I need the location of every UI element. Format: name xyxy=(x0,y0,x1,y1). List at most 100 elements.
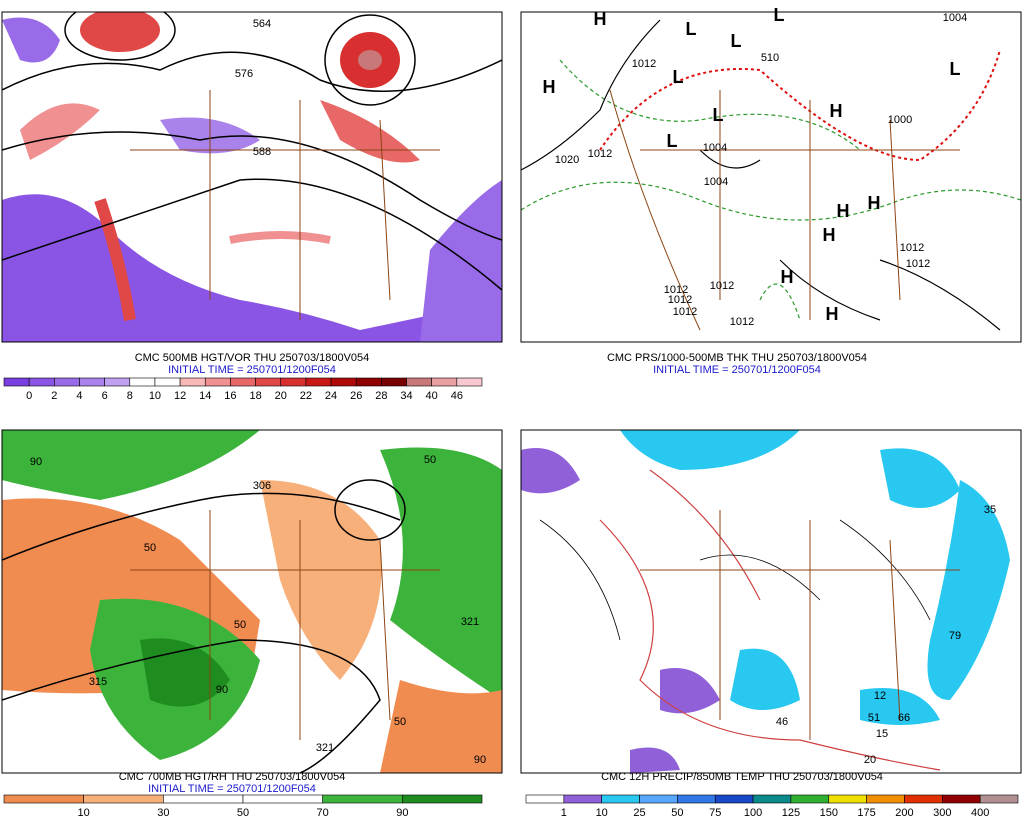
contour-label: 1020 xyxy=(555,154,579,166)
colorbar-swatch xyxy=(828,794,867,804)
colorbar-swatch xyxy=(255,377,282,387)
map-precip xyxy=(521,430,1021,773)
pressure-center: H xyxy=(837,201,850,221)
contour-label: 15 xyxy=(876,728,888,740)
pressure-center: H xyxy=(543,77,556,97)
colorbar-label: 175 xyxy=(857,807,875,819)
colorbar-label: 50 xyxy=(237,807,249,819)
contour-label: 1004 xyxy=(703,142,727,154)
pressure-center: H xyxy=(868,193,881,213)
colorbar-swatch xyxy=(525,794,565,804)
colorbar-swatch xyxy=(28,377,55,387)
colorbar-label: 26 xyxy=(350,390,362,402)
colorbar-label: 400 xyxy=(971,807,989,819)
colorbar-label: 150 xyxy=(820,807,838,819)
contour-label: 35 xyxy=(984,504,996,516)
colorbar-label: 8 xyxy=(127,390,133,402)
initial-time: INITIAL TIME = 250701/1200F054 xyxy=(168,364,336,376)
colorbar-swatch xyxy=(904,794,943,804)
contour-label: 1012 xyxy=(900,242,924,254)
pressure-center: L xyxy=(731,31,742,51)
pressure-center: L xyxy=(713,105,724,125)
contour-label: 306 xyxy=(253,480,271,492)
colorbar-label: 1 xyxy=(561,807,567,819)
contour-label: 1000 xyxy=(888,114,912,126)
colorbar-label: 200 xyxy=(895,807,913,819)
colorbar-swatch xyxy=(431,377,458,387)
colorbar-swatch xyxy=(163,794,244,804)
colorbar-swatch xyxy=(456,377,483,387)
colorbar-label: 70 xyxy=(317,807,329,819)
contour-label: 588 xyxy=(253,146,271,158)
contour-label: 1004 xyxy=(943,12,967,24)
map-humidity xyxy=(2,430,502,773)
colorbar-label: 50 xyxy=(671,807,683,819)
initial-time: INITIAL TIME = 250701/1200F054 xyxy=(653,364,821,376)
pressure-center: H xyxy=(830,101,843,121)
pressure-center: L xyxy=(774,5,785,25)
contour-label: 50 xyxy=(144,542,156,554)
map-vorticity xyxy=(2,12,502,342)
colorbar-label: 4 xyxy=(76,390,82,402)
colorbar-label: 6 xyxy=(102,390,108,402)
colorbar-swatch xyxy=(242,794,323,804)
colorbar-label: 0 xyxy=(26,390,32,402)
colorbar-swatch xyxy=(330,377,357,387)
colorbar-swatch xyxy=(714,794,754,804)
colorbar-swatch xyxy=(355,377,382,387)
colorbar-label: 40 xyxy=(426,390,438,402)
colorbar-label: 30 xyxy=(157,807,169,819)
map-pressure xyxy=(521,12,1021,342)
contour-label: 50 xyxy=(394,716,406,728)
colorbar-label: 34 xyxy=(400,390,412,402)
colorbar-label: 28 xyxy=(375,390,387,402)
colorbar-swatch xyxy=(601,794,640,804)
contour-label: 510 xyxy=(761,52,779,64)
colorbar-label: 10 xyxy=(78,807,90,819)
colorbar-label: 22 xyxy=(300,390,312,402)
contour-label: 1012 xyxy=(588,148,612,160)
pressure-center: H xyxy=(826,304,839,324)
contour-label: 1012 xyxy=(673,306,697,318)
colorbar-label: 90 xyxy=(396,807,408,819)
contour-label: 1012 xyxy=(668,294,692,306)
colorbar-swatch xyxy=(179,377,206,387)
contour-label: 576 xyxy=(235,68,253,80)
contour-label: 90 xyxy=(30,456,42,468)
contour-label: 564 xyxy=(253,18,271,30)
contour-label: 315 xyxy=(89,676,107,688)
pressure-center: H xyxy=(823,225,836,245)
contour-label: 66 xyxy=(898,712,910,724)
frame xyxy=(1,11,503,343)
contour-label: 1012 xyxy=(730,316,754,328)
colorbar-label: 75 xyxy=(709,807,721,819)
caption: CMC PRS/1000-500MB THK THU 250703/1800V0… xyxy=(607,352,867,364)
caption: CMC 700MB HGT/RH THU 250703/1800V054 xyxy=(119,771,346,783)
colorbar-label: 10 xyxy=(149,390,161,402)
colorbar-label: 46 xyxy=(451,390,463,402)
pressure-center: L xyxy=(667,131,678,151)
pressure-center: L xyxy=(950,59,961,79)
contour-label: 1004 xyxy=(704,176,728,188)
colorbar-swatch xyxy=(154,377,181,387)
contour-label: 321 xyxy=(461,616,479,628)
labels: CMC 500MB HGT/VOR THU 250703/1800V054INI… xyxy=(3,5,1019,819)
contour-label: 12 xyxy=(874,690,886,702)
colorbar-label: 24 xyxy=(325,390,337,402)
colorbar-swatch xyxy=(305,377,332,387)
colorbar-label: 2 xyxy=(51,390,57,402)
contour-label: 1012 xyxy=(632,58,656,70)
frame xyxy=(520,11,1022,343)
colorbar-swatch xyxy=(942,794,981,804)
colorbar-swatch xyxy=(790,794,830,804)
contour-label: 50 xyxy=(234,619,246,631)
pressure-center: H xyxy=(781,267,794,287)
pressure-center: L xyxy=(686,19,697,39)
colorbar-swatch xyxy=(54,377,80,387)
colorbar-label: 300 xyxy=(933,807,951,819)
colorbar-swatch xyxy=(402,794,483,804)
contour-label: 1012 xyxy=(906,258,930,270)
frame xyxy=(520,429,1022,774)
contour-label: 50 xyxy=(424,454,436,466)
colorbar-swatch xyxy=(406,377,432,387)
